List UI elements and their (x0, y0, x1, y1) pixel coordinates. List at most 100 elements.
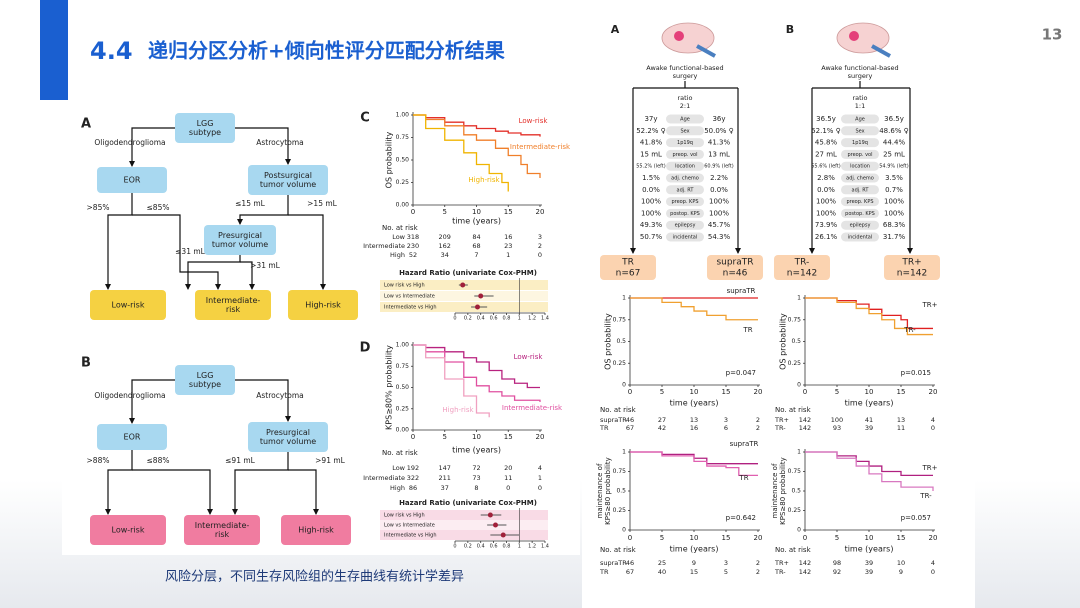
covariate-name: preop. vol (672, 152, 697, 158)
x-tick-label: 20 (536, 208, 545, 216)
group-n: n=142 (787, 269, 817, 279)
hr-point (478, 293, 484, 299)
risk-count: 34 (441, 251, 449, 259)
node-label: Intermediate- (195, 521, 250, 530)
covariate-pill (841, 232, 879, 242)
left-value: 100% (816, 198, 836, 206)
survival-curve (805, 297, 933, 336)
right-value: 100% (709, 209, 729, 217)
hr-title: Hazard Ratio (univariate Cox-PHM) (399, 269, 537, 277)
x-tick-label: 10 (472, 208, 481, 216)
survival-curve (630, 297, 758, 321)
right-value: 44.4% (883, 139, 906, 147)
risk-count: 4 (931, 416, 935, 424)
ratio-value: 2:1 (680, 102, 690, 110)
y-tick-label: 0.25 (613, 360, 627, 367)
covariate-pill (841, 149, 879, 159)
survival-curve (413, 344, 540, 389)
node-label: Presurgical (218, 231, 262, 240)
x-tick-label: 5 (835, 534, 839, 542)
edge-label: >15 mL (307, 199, 338, 208)
covariate-pill (666, 232, 704, 242)
flow-node (175, 365, 235, 395)
y-tick-label: 0.25 (396, 405, 410, 412)
risk-count: 4 (931, 559, 935, 567)
covariate-name: preop. vol (847, 152, 872, 158)
right-value: 100% (709, 198, 729, 206)
covariate-name: postop. KPS (845, 211, 875, 217)
y-tick-label: 1 (797, 295, 801, 302)
risk-count: 67 (626, 568, 634, 576)
left-value: 100% (816, 209, 836, 217)
caption: 风险分层，不同生存风险组的生存曲线有统计学差异 (165, 569, 464, 585)
flow-node (184, 515, 260, 545)
left-value: 0.0% (642, 186, 660, 194)
edge-label: Oligodendroglioma (94, 138, 165, 147)
hr-tick-label: 0.4 (477, 316, 485, 322)
ratio-label: ratio (678, 94, 693, 102)
left-value: 73.9% (815, 221, 838, 229)
risk-title: No. at risk (775, 406, 812, 414)
hr-row-name: Low risk vs High (384, 283, 425, 289)
group-name: TR+ (901, 258, 921, 268)
x-tick-label: 15 (897, 534, 906, 542)
curve-label: Low-risk (519, 117, 549, 125)
hr-tick-label: 0.6 (490, 316, 498, 322)
right-value: 45.7% (708, 221, 731, 229)
x-tick-label: 20 (929, 534, 938, 542)
right-value: 13 mL (708, 150, 730, 158)
left-value: 0.0% (817, 186, 835, 194)
right-value: 100% (884, 209, 904, 217)
right-value: 0.0% (710, 186, 728, 194)
risk-count: 27 (658, 416, 666, 424)
left-value: 55.6% (left) (811, 164, 841, 170)
risk-count: 23 (504, 242, 512, 250)
node-label: risk (215, 530, 230, 539)
right-value: 68.3% (883, 221, 906, 229)
node-label: High-risk (305, 301, 341, 310)
node-label: LGG (197, 119, 214, 128)
hr-point (493, 522, 498, 528)
risk-count: 7 (474, 251, 478, 259)
risk-count: 10 (897, 559, 905, 567)
risk-row-name: TR (599, 424, 609, 432)
hr-row-name: Low vs Intermediate (384, 523, 435, 529)
risk-count: 142 (799, 568, 811, 576)
curve-label: supraTR (730, 440, 759, 448)
curve-label: TR (742, 326, 752, 334)
hr-band (380, 291, 548, 301)
covariate-name: location (850, 164, 870, 170)
flow-node (281, 515, 351, 545)
y-tick-label: 0.5 (791, 338, 801, 345)
right-value: 48.6% ♀ (879, 127, 909, 135)
edge-label: ≤88% (147, 456, 170, 465)
risk-count: 92 (833, 568, 841, 576)
y-tick-label: 0.5 (791, 488, 801, 495)
survival-curve (805, 297, 933, 330)
risk-count: 3 (724, 416, 728, 424)
y-tick-label: 0.00 (396, 427, 410, 434)
right-value: 50.0% ♀ (704, 127, 734, 135)
risk-row-name: High (390, 484, 405, 492)
node-label: risk (226, 305, 241, 314)
risk-count: 1 (506, 251, 510, 259)
risk-count: 1 (538, 474, 542, 482)
covariate-pill (666, 185, 704, 195)
covariate-pill (841, 220, 879, 230)
flow-edge (232, 452, 289, 515)
edge-label: >91 mL (315, 456, 346, 465)
risk-count: 3 (724, 559, 728, 567)
flow-edge (288, 214, 326, 290)
y-axis-label: KPS≥80 probability (779, 457, 787, 525)
covariate-pill (841, 138, 879, 148)
edge-label: >31 mL (250, 261, 281, 270)
risk-count: 0 (538, 251, 542, 259)
risk-row-name: TR (599, 568, 609, 576)
x-tick-label: 20 (754, 388, 763, 396)
flow-edge (105, 193, 133, 290)
y-axis-label: OS probability (604, 313, 613, 370)
risk-row-name: TR+ (774, 559, 789, 567)
group-name: supraTR (716, 258, 753, 268)
hr-tick-label: 1 (518, 316, 521, 322)
x-axis-label: time (years) (670, 545, 719, 554)
